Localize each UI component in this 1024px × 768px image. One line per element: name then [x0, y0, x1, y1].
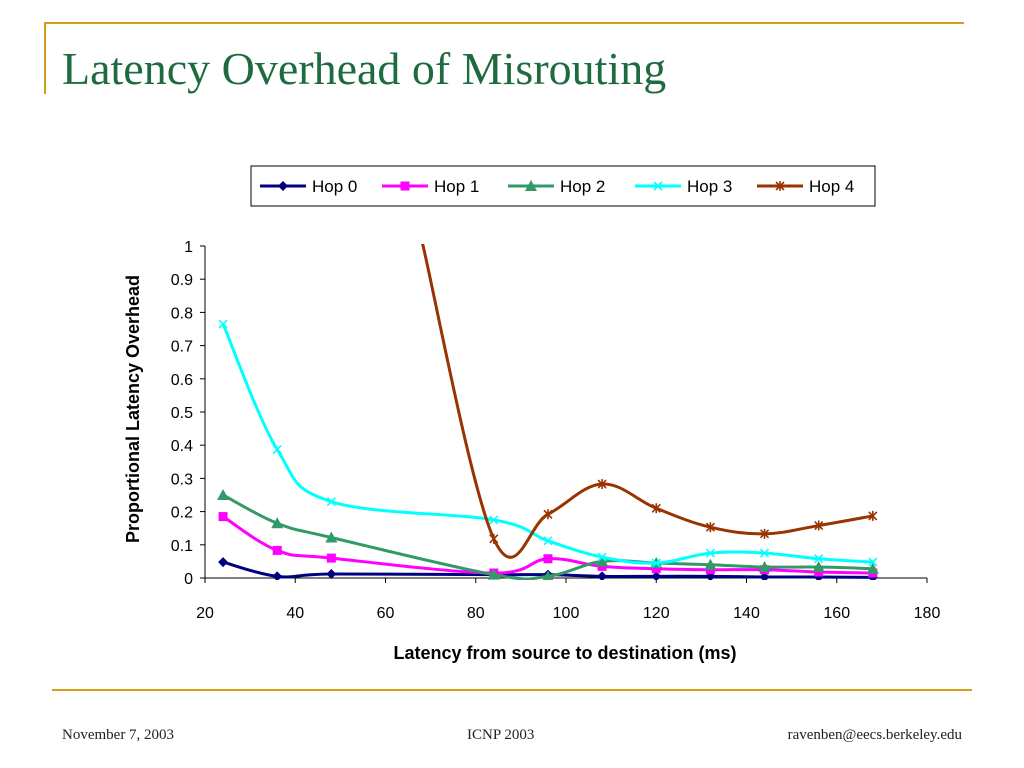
y-tick-label: 0.2: [171, 505, 193, 522]
data-point: [543, 536, 553, 546]
data-point: [217, 489, 230, 500]
data-point: [759, 548, 770, 558]
footer-conference: ICNP 2003: [467, 727, 535, 743]
y-tick-label: 0: [184, 571, 193, 588]
y-tick-label: 1: [184, 239, 193, 256]
y-axis-title: Proportional Latency Overhead: [123, 275, 143, 543]
legend-swatch-marker: [278, 181, 288, 191]
x-tick-label: 20: [196, 605, 214, 622]
y-tick-label: 0.8: [171, 305, 193, 322]
data-point: [705, 571, 716, 580]
data-point: [487, 568, 500, 580]
x-axis-title: Latency from source to destination (ms): [393, 643, 736, 663]
legend: Hop 0 Hop 1 Hop 2 Hop 3 Hop 4: [250, 165, 876, 207]
y-tick-label: 0.5: [171, 405, 193, 422]
legend-label: Hop 4: [809, 177, 854, 196]
series-line: [421, 244, 874, 559]
y-tick-label: 0.4: [171, 438, 193, 455]
y-tick-label: 0.7: [171, 339, 193, 356]
data-point: [651, 558, 661, 568]
data-point: [597, 479, 607, 490]
data-point: [489, 515, 499, 525]
slide-title: Latency Overhead of Misrouting: [62, 43, 667, 94]
x-tick-label: 40: [286, 605, 304, 622]
x-tick-label: 120: [643, 605, 670, 622]
y-tick-label: 0.9: [171, 272, 193, 289]
data-point: [759, 572, 770, 580]
data-point: [272, 444, 282, 455]
data-point: [326, 497, 336, 507]
data-point: [814, 554, 824, 564]
data-point: [543, 509, 553, 520]
data-point: [543, 554, 553, 564]
series-hop-0: [218, 557, 878, 580]
data-point: [705, 548, 715, 558]
legend-swatch-marker: [525, 180, 537, 191]
data-point: [325, 531, 338, 543]
footer-email: ravenben@eecs.berkeley.edu: [787, 727, 962, 743]
series-line: [222, 560, 873, 579]
data-point: [651, 503, 661, 514]
data-point: [218, 512, 228, 522]
data-point: [542, 570, 554, 580]
legend-item: Hop 4: [757, 177, 854, 196]
data-point: [489, 533, 499, 544]
x-tick-label: 140: [733, 605, 760, 622]
series-hop-4: [421, 244, 878, 559]
data-point: [866, 562, 879, 574]
data-point: [218, 319, 228, 329]
legend-item: Hop 3: [635, 177, 732, 196]
data-point: [326, 553, 336, 563]
data-point: [218, 557, 229, 568]
data-point: [705, 522, 715, 533]
y-tick-label: 0.1: [171, 538, 193, 555]
x-tick-label: 160: [823, 605, 850, 622]
x-tick-label: 80: [467, 605, 485, 622]
series-hop-2: [217, 489, 879, 580]
data-point: [271, 517, 284, 529]
data-point: [272, 545, 282, 555]
legend-swatch-marker: [653, 181, 663, 191]
y-tick-label: 0.6: [171, 372, 193, 389]
legend-label: Hop 0: [312, 177, 357, 196]
legend-item: Hop 2: [508, 177, 605, 196]
legend-item: Hop 0: [260, 177, 357, 196]
footer-date: November 7, 2003: [62, 727, 175, 743]
data-point: [814, 520, 824, 531]
data-point: [651, 571, 662, 580]
data-point: [272, 571, 283, 580]
y-tick-label: 0.3: [171, 471, 193, 488]
x-tick-label: 60: [377, 605, 395, 622]
series-line: [221, 323, 873, 565]
x-tick-label: 100: [553, 605, 580, 622]
title-accent-rule-top: [44, 22, 964, 24]
data-point: [758, 561, 771, 573]
data-point: [597, 571, 608, 580]
title-accent-rule-left: [44, 22, 46, 94]
legend-label: Hop 2: [560, 177, 605, 196]
legend-label: Hop 1: [434, 177, 479, 196]
legend-label: Hop 3: [687, 177, 732, 196]
x-tick-label: 180: [914, 605, 941, 622]
data-point: [759, 528, 770, 539]
data-point: [868, 510, 878, 521]
legend-swatch-marker: [775, 181, 785, 191]
data-point: [812, 561, 825, 573]
data-point: [596, 555, 609, 567]
footer-rule: [52, 689, 972, 691]
series-line: [222, 493, 873, 580]
data-point: [704, 558, 717, 570]
data-point: [868, 557, 878, 567]
series-line: [222, 515, 873, 575]
series-hop-3: [218, 319, 878, 568]
legend-item: Hop 1: [382, 177, 479, 196]
data-point: [651, 564, 661, 574]
data-point: [597, 552, 607, 562]
legend-swatch-marker: [400, 181, 410, 191]
data-point: [326, 569, 337, 580]
